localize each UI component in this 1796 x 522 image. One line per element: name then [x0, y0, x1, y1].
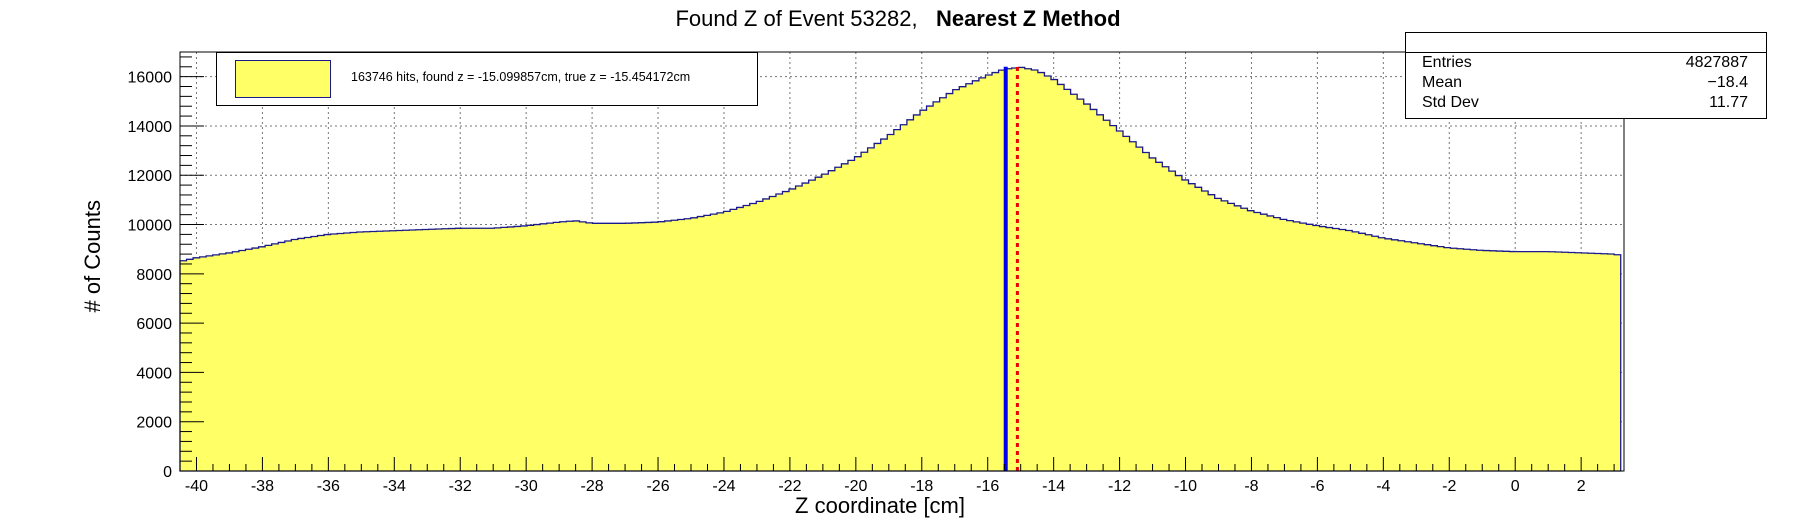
z-marker-lines: [1003, 66, 1019, 471]
x-tick-label: -28: [581, 478, 604, 495]
chart-title: Found Z of Event 53282, Nearest Z Method: [0, 6, 1796, 32]
entries-value: 4827887: [1685, 54, 1748, 71]
x-tick-label: -12: [1108, 478, 1131, 495]
y-tick-label: 12000: [128, 168, 173, 185]
x-tick-label: -26: [646, 478, 669, 495]
y-axis: 0 2000 4000 6000 8000 10000 12000 14000 16000: [128, 56, 204, 481]
x-tick-label: -2: [1442, 478, 1456, 495]
histogram-outline: [179, 66, 1622, 472]
x-tick-label: -22: [778, 478, 801, 495]
stddev-value: 11.77: [1709, 94, 1748, 111]
legend-box: 163746 hits, found z = -15.099857cm, tru…: [216, 52, 758, 106]
title-method: Nearest Z Method: [935, 6, 1121, 31]
stats-row-entries: Entries 4827887: [1406, 53, 1766, 73]
y-tick-label: 8000: [136, 267, 172, 284]
x-tick-label: -14: [1042, 478, 1065, 495]
y-axis-title: # of Counts: [80, 200, 105, 313]
stats-box: Entries 4827887 Mean −18.4 Std Dev 11.77: [1405, 32, 1767, 119]
y-tick-label: 6000: [136, 316, 172, 333]
x-tick-label: -40: [185, 478, 208, 495]
y-tick-label: 16000: [128, 70, 173, 87]
legend-entry: 163746 hits, found z = -15.099857cm, tru…: [351, 70, 691, 84]
mean-label: Mean: [1422, 74, 1463, 91]
histogram-fill: [180, 67, 1621, 471]
plot-frame: [179, 51, 1625, 472]
x-tick-label: -36: [317, 478, 340, 495]
x-tick-label: -8: [1244, 478, 1258, 495]
stats-row-mean: Mean −18.4: [1406, 73, 1766, 93]
x-tick-label: -30: [515, 478, 538, 495]
y-tick-label: 14000: [128, 119, 173, 136]
x-tick-label: -38: [251, 478, 274, 495]
y-tick-label: 10000: [128, 218, 173, 235]
x-tick-label: -16: [976, 478, 999, 495]
x-tick-label: -34: [383, 478, 406, 495]
x-tick-label: -6: [1310, 478, 1324, 495]
x-tick-label: -18: [910, 478, 933, 495]
mean-value: −18.4: [1707, 74, 1748, 91]
entries-label: Entries: [1422, 54, 1472, 71]
legend-swatch: [235, 60, 331, 98]
stddev-label: Std Dev: [1422, 94, 1479, 111]
x-tick-label: -20: [844, 478, 867, 495]
x-tick-label: 2: [1577, 478, 1586, 495]
x-axis-title: Z coordinate [cm]: [795, 493, 965, 518]
x-tick-label: -24: [712, 478, 735, 495]
x-tick-label: -10: [1174, 478, 1197, 495]
y-tick-label: 4000: [136, 365, 172, 382]
x-axis: -40 -38 -36 -34 -32 -30 -28 -26 -24 -22 -20 -18 -16-…: [179, 457, 1615, 495]
stats-row-stddev: Std Dev 11.77: [1406, 93, 1766, 113]
x-tick-label: -4: [1376, 478, 1390, 495]
x-tick-label: 0: [1511, 478, 1520, 495]
y-tick-label: 0: [163, 464, 172, 481]
x-tick-label: -32: [449, 478, 472, 495]
stats-header: [1406, 33, 1766, 53]
y-tick-label: 2000: [136, 415, 172, 432]
title-text: Found Z of Event 53282,: [675, 6, 918, 31]
